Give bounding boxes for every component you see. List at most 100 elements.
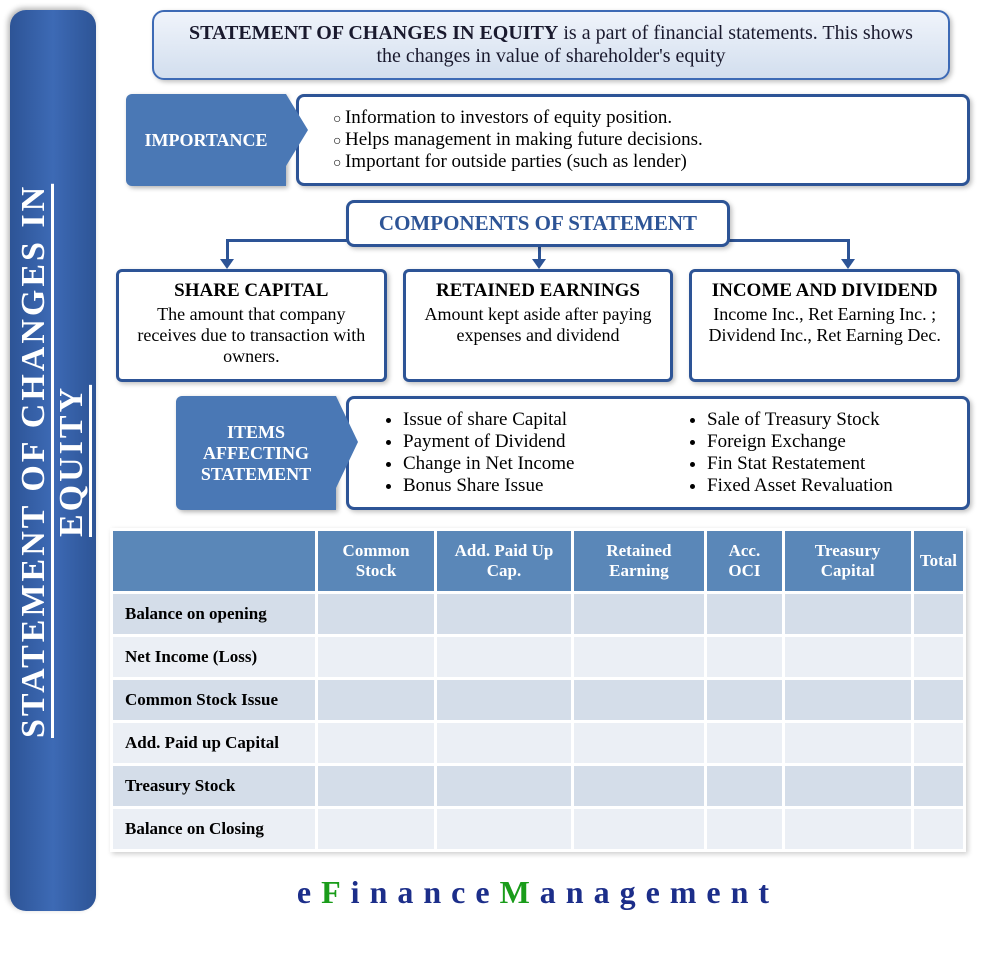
table-body: Balance on openingNet Income (Loss)Commo…	[112, 593, 965, 851]
component-retained-earnings: RETAINED EARNINGS Amount kept aside afte…	[403, 269, 674, 382]
table-header-cell: Treasury Capital	[783, 530, 912, 593]
table-cell	[572, 722, 706, 765]
table-cell	[572, 593, 706, 636]
table-cell	[436, 593, 572, 636]
importance-tag: IMPORTANCE	[126, 94, 286, 186]
arrow-down-icon	[226, 239, 229, 261]
header-definition-box: STATEMENT OF CHANGES IN EQUITY is a part…	[152, 10, 950, 80]
list-item: Fin Stat Restatement	[707, 453, 951, 475]
equity-table-wrap: Common Stock Add. Paid Up Cap. Retained …	[110, 528, 966, 852]
table-header-cell: Acc. OCI	[706, 530, 783, 593]
table-cell	[436, 679, 572, 722]
table-cell	[706, 765, 783, 808]
importance-box: Information to investors of equity posit…	[296, 94, 970, 186]
table-cell	[316, 679, 436, 722]
component-title: INCOME AND DIVIDEND	[702, 280, 947, 302]
table-row: Common Stock Issue	[112, 679, 965, 722]
importance-item: Information to investors of equity posit…	[333, 107, 951, 129]
components-heading: COMPONENTS OF STATEMENT	[346, 200, 730, 247]
header-bold: STATEMENT OF CHANGES IN EQUITY	[189, 22, 558, 44]
table-cell	[912, 679, 964, 722]
main-content: STATEMENT OF CHANGES IN EQUITY is a part…	[106, 10, 976, 911]
table-cell	[912, 593, 964, 636]
table-cell	[572, 636, 706, 679]
table-cell	[706, 808, 783, 851]
table-cell	[783, 808, 912, 851]
side-title-bar: STATEMENT OF CHANGES IN EQUITY	[10, 10, 96, 911]
table-row: Balance on opening	[112, 593, 965, 636]
items-affecting-box: Issue of share Capital Payment of Divide…	[346, 396, 970, 510]
table-header-row: Common Stock Add. Paid Up Cap. Retained …	[112, 530, 965, 593]
component-desc: The amount that company receives due to …	[129, 304, 374, 367]
table-cell	[706, 722, 783, 765]
table-row: Add. Paid up Capital	[112, 722, 965, 765]
table-row: Net Income (Loss)	[112, 636, 965, 679]
list-item: Payment of Dividend	[403, 431, 647, 453]
equity-table: Common Stock Add. Paid Up Cap. Retained …	[110, 528, 966, 852]
items-affecting-label: ITEMS AFFECTING STATEMENT	[201, 422, 311, 485]
table-cell	[912, 808, 964, 851]
table-cell	[436, 765, 572, 808]
list-item: Issue of share Capital	[403, 409, 647, 431]
component-title: SHARE CAPITAL	[129, 280, 374, 302]
table-cell	[783, 679, 912, 722]
table-cell	[912, 722, 964, 765]
table-row-label: Treasury Stock	[112, 765, 317, 808]
table-cell	[783, 593, 912, 636]
side-title-top: STATEMENT OF CHANGES IN	[15, 183, 52, 737]
items-affecting-col1: Issue of share Capital Payment of Divide…	[383, 409, 647, 497]
table-cell	[783, 722, 912, 765]
components-section: COMPONENTS OF STATEMENT SHARE CAPITAL Th…	[106, 200, 970, 382]
component-desc: Income Inc., Ret Earning Inc. ; Dividend…	[702, 304, 947, 346]
table-cell	[706, 679, 783, 722]
table-cell	[706, 636, 783, 679]
table-cell	[436, 808, 572, 851]
side-title-bottom: EQUITY	[53, 384, 90, 536]
importance-list: Information to investors of equity posit…	[333, 107, 951, 173]
list-item: Change in Net Income	[403, 453, 647, 475]
items-affecting-col2: Sale of Treasury Stock Foreign Exchange …	[687, 409, 951, 497]
infographic-root: STATEMENT OF CHANGES IN EQUITY STATEMENT…	[10, 10, 976, 911]
list-item: Fixed Asset Revaluation	[707, 475, 951, 497]
importance-item: Helps management in making future decisi…	[333, 129, 951, 151]
table-cell	[706, 593, 783, 636]
table-cell	[912, 636, 964, 679]
table-cell	[316, 765, 436, 808]
table-row-label: Balance on opening	[112, 593, 317, 636]
table-cell	[316, 722, 436, 765]
importance-item: Important for outside parties (such as l…	[333, 151, 951, 173]
table-cell	[316, 808, 436, 851]
importance-row: IMPORTANCE Information to investors of e…	[126, 94, 970, 186]
table-cell	[783, 765, 912, 808]
table-row-label: Add. Paid up Capital	[112, 722, 317, 765]
table-row: Treasury Stock	[112, 765, 965, 808]
list-item: Foreign Exchange	[707, 431, 951, 453]
table-cell	[572, 765, 706, 808]
table-cell	[436, 636, 572, 679]
importance-label: IMPORTANCE	[144, 130, 267, 151]
list-item: Bonus Share Issue	[403, 475, 647, 497]
table-cell	[912, 765, 964, 808]
arrow-down-icon	[847, 239, 850, 261]
component-title: RETAINED EARNINGS	[416, 280, 661, 302]
table-header-cell: Retained Earning	[572, 530, 706, 593]
table-header-cell: Total	[912, 530, 964, 593]
table-cell	[316, 636, 436, 679]
table-row-label: Balance on Closing	[112, 808, 317, 851]
table-row-label: Common Stock Issue	[112, 679, 317, 722]
table-header-cell: Common Stock	[316, 530, 436, 593]
table-header-cell	[112, 530, 317, 593]
table-cell	[316, 593, 436, 636]
items-affecting-row: ITEMS AFFECTING STATEMENT Issue of share…	[126, 396, 970, 510]
list-item: Sale of Treasury Stock	[707, 409, 951, 431]
table-header-cell: Add. Paid Up Cap.	[436, 530, 572, 593]
table-cell	[572, 679, 706, 722]
items-affecting-tag: ITEMS AFFECTING STATEMENT	[176, 396, 336, 510]
footer-brand: eFinanceManagement	[106, 874, 970, 911]
table-cell	[783, 636, 912, 679]
components-row: SHARE CAPITAL The amount that company re…	[116, 269, 960, 382]
table-row: Balance on Closing	[112, 808, 965, 851]
component-desc: Amount kept aside after paying expenses …	[416, 304, 661, 346]
table-cell	[572, 808, 706, 851]
table-cell	[436, 722, 572, 765]
